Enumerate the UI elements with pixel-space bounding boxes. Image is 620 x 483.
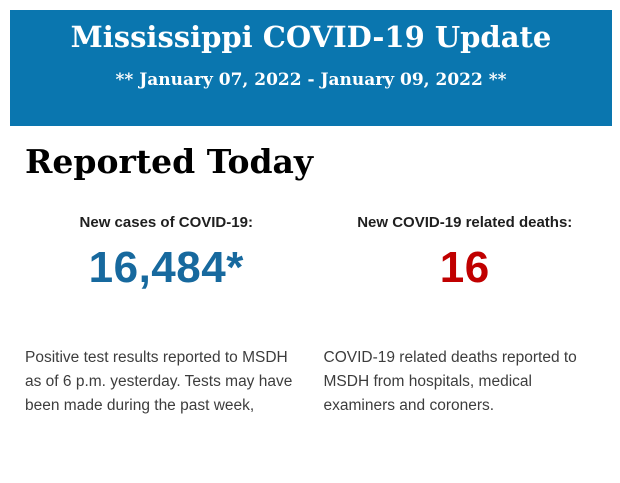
header-banner: Mississippi COVID-19 Update ** January 0… [10,10,612,126]
new-deaths-value: 16 [439,242,490,292]
new-cases-label: New cases of COVID-19: [79,213,253,231]
new-cases-value: 16,484* [88,242,244,292]
section-heading: Reported Today [25,142,314,181]
new-deaths-description: COVID-19 related deaths reported to MSDH… [323,348,577,414]
banner-title: Mississippi COVID-19 Update [70,20,552,54]
descriptions-row: Positive test results reported to MSDH a… [25,346,606,418]
covid-update-page: Mississippi COVID-19 Update ** January 0… [0,10,620,483]
new-cases-stat: New cases of COVID-19: 16,484* [25,214,308,290]
new-deaths-stat: New COVID-19 related deaths: 16 [324,214,607,290]
new-cases-description: Positive test results reported to MSDH a… [25,348,293,414]
banner-date-range: ** January 07, 2022 - January 09, 2022 *… [115,69,507,90]
new-deaths-label: New COVID-19 related deaths: [357,213,573,231]
main-content: Reported Today New cases of COVID-19: 16… [0,143,620,418]
stats-row: New cases of COVID-19: 16,484* New COVID… [25,214,606,290]
